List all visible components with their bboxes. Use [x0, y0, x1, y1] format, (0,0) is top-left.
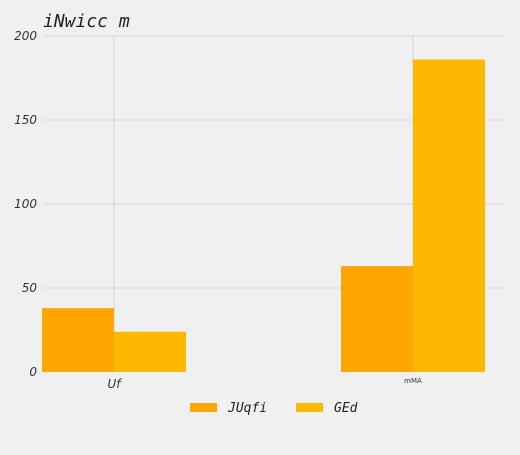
bar-series-2-category-1 [114, 331, 186, 372]
y-tick-label-2: 50 [22, 281, 38, 295]
chart-title: iNwicc m [43, 11, 130, 32]
y-tick-label-3: 100 [14, 197, 37, 211]
legend-label-series-2: GEd [334, 401, 358, 416]
bar-series-2-category-2 [413, 59, 485, 373]
x-tick-label-2: mMA [404, 377, 422, 385]
x-tick-label-1: Uf [107, 377, 122, 391]
y-tick-label-5: 200 [14, 29, 37, 43]
y-tick-label-4: 150 [14, 113, 37, 127]
legend-swatch-series-1 [190, 403, 217, 412]
legend: JUqfi GEd [190, 401, 358, 416]
y-axis-ticks: 0 50 100 150 200 [14, 29, 37, 379]
bar-series-1-category-2 [341, 266, 413, 372]
legend-label-series-1: JUqfi [227, 401, 267, 416]
legend-swatch-series-2 [296, 403, 323, 412]
bars [42, 59, 485, 373]
x-axis-ticks: Uf mMA [107, 377, 422, 391]
bar-series-1-category-1 [42, 308, 114, 372]
y-tick-label-1: 0 [29, 365, 37, 379]
